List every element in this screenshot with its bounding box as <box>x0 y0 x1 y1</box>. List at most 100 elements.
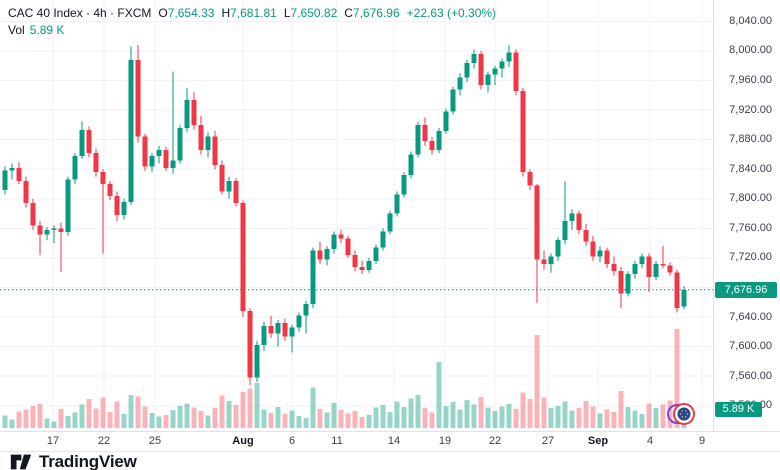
candle-down <box>191 99 197 125</box>
time-axis-label: 9 <box>698 435 706 447</box>
open-value: 7,654.33 <box>167 6 215 20</box>
candle-down <box>268 325 274 334</box>
candle-up <box>303 303 309 316</box>
volume-bar <box>9 419 15 428</box>
volume-bar <box>254 383 260 428</box>
candle-up <box>324 249 330 260</box>
volume-bar <box>219 395 225 428</box>
volume-bar <box>275 407 281 428</box>
volume-bar <box>408 398 414 428</box>
time-axis-label: 27 <box>541 435 555 447</box>
volume-bar <box>212 408 218 428</box>
candle-up <box>394 194 400 214</box>
volume-bar <box>492 411 498 428</box>
candle-down <box>240 203 246 312</box>
volume-bar <box>156 416 162 428</box>
candle-down <box>30 203 36 226</box>
eu-flag-star-icon <box>686 413 689 415</box>
candle-down <box>667 265 673 273</box>
volume-bar <box>86 399 92 428</box>
candle-down <box>576 213 582 230</box>
volume-bar <box>310 387 316 428</box>
price-axis-label: 8,000.00 <box>729 44 772 57</box>
volume-bar <box>205 415 211 428</box>
volume-bar <box>16 411 22 428</box>
candle-up <box>121 201 127 216</box>
candle-up <box>401 175 407 195</box>
chart-legend: CAC 40 Index · 4h · FXCM O7,654.33 H7,681.… <box>8 5 496 39</box>
candle-up <box>177 127 183 161</box>
candle-down <box>282 322 288 337</box>
change-value: +22.63 (+0.30%) <box>406 6 497 20</box>
symbol-title[interactable]: CAC 40 Index · 4h · FXCM <box>8 6 152 20</box>
volume-bar <box>93 408 99 428</box>
time-axis-label: 14 <box>387 435 401 447</box>
price-axis[interactable]: 8,040.00 8,000.00 7,960.00 7,920.00 7,880.00… <box>713 0 780 431</box>
volume-bar <box>226 401 232 428</box>
volume-bar <box>37 404 43 428</box>
volume-bar <box>576 408 582 428</box>
volume-bar <box>534 335 540 428</box>
volume-bar <box>107 411 113 428</box>
candle-up <box>415 124 421 155</box>
volume-bar <box>366 414 372 428</box>
volume-bar <box>464 399 470 428</box>
candle-down <box>163 150 169 168</box>
volume-bar <box>331 402 337 428</box>
volume-bar <box>471 404 477 428</box>
candle-down <box>338 234 344 239</box>
volume-bar <box>443 405 449 428</box>
candle-down <box>212 136 218 165</box>
candle-up <box>226 181 232 192</box>
price-axis-label: 7,920.00 <box>729 103 772 116</box>
volume-bar <box>394 401 400 428</box>
volume-label[interactable]: Vol <box>8 23 25 37</box>
candle-down <box>198 124 204 151</box>
candle-down <box>541 259 547 264</box>
candle-up <box>471 53 477 63</box>
volume-bar <box>317 408 323 428</box>
volume-bar <box>338 410 344 428</box>
volume-bar <box>513 408 519 428</box>
volume-bar <box>478 396 484 428</box>
volume-bar <box>555 405 561 428</box>
volume-bar <box>163 414 169 428</box>
volume-bar <box>142 406 148 428</box>
volume-bar <box>611 411 617 428</box>
volume-bar <box>114 401 120 428</box>
candle-up <box>555 240 561 257</box>
volume-bar <box>121 414 127 428</box>
high-label: H <box>221 6 231 20</box>
time-axis-label: 22 <box>97 435 111 447</box>
volume-bar <box>149 413 155 428</box>
candle-up <box>9 167 15 171</box>
candle-up <box>639 256 645 264</box>
candle-up <box>548 256 554 264</box>
time-axis-label: Sep <box>587 435 609 447</box>
volume-bar <box>79 404 85 428</box>
candle-down <box>86 130 92 153</box>
volume-bar <box>660 404 666 428</box>
candle-up <box>562 220 568 241</box>
volume-bar <box>590 406 596 428</box>
volume-bar <box>324 412 330 428</box>
volume-bar <box>30 406 36 428</box>
volume-bar <box>422 408 428 428</box>
volume-bar <box>457 409 463 428</box>
volume-bar <box>618 390 624 428</box>
candle-up <box>205 136 211 151</box>
tradingview-logo[interactable]: TradingView <box>10 452 137 470</box>
volume-bar <box>184 403 190 428</box>
volume-bar <box>506 404 512 428</box>
volume-bar <box>2 415 8 428</box>
price-axis-label: 7,720.00 <box>729 251 772 264</box>
candle-up <box>457 77 463 90</box>
candle-up <box>499 61 505 69</box>
volume-bar <box>303 417 309 428</box>
candle-down <box>520 90 526 173</box>
time-axis[interactable]: 17 22 25 Aug 6 11 14 19 22 27 Sep 4 9 <box>0 431 780 452</box>
volume-bar <box>198 411 204 428</box>
candle-up <box>681 289 687 307</box>
